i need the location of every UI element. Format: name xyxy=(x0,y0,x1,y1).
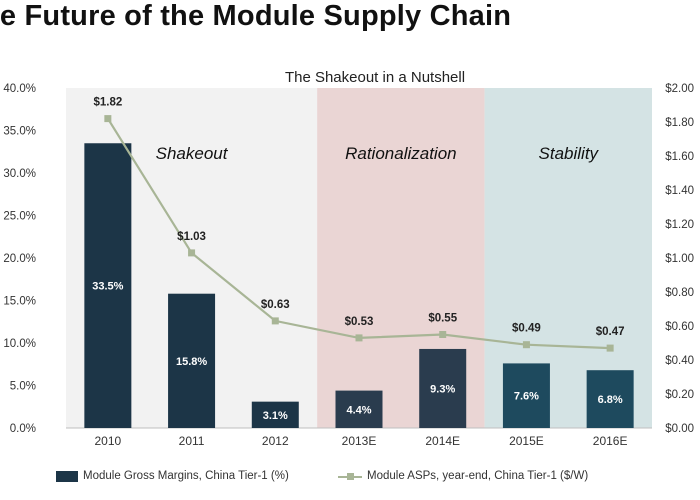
bar-margin xyxy=(84,143,132,428)
y-right-tick-label: $1.60 xyxy=(665,151,694,163)
x-tick-label: 2015E xyxy=(509,434,544,448)
y-right-tick-label: $0.20 xyxy=(665,389,694,401)
x-tick-label: 2012 xyxy=(262,434,289,448)
x-tick-label: 2016E xyxy=(593,434,628,448)
phase-label-0: Shakeout xyxy=(156,144,229,163)
phase-label-2: Stability xyxy=(539,144,600,163)
y-right-tick-label: $1.20 xyxy=(665,219,694,231)
y-left-tick-label: 20.0% xyxy=(3,253,36,265)
legend-label-margins: Module Gross Margins, China Tier-1 (%) xyxy=(83,470,289,482)
y-left-tick-label: 0.0% xyxy=(10,423,36,435)
asp-point xyxy=(188,249,196,257)
asp-point xyxy=(104,115,112,123)
legend-swatch-bar xyxy=(56,470,78,482)
y-right-tick-label: $1.40 xyxy=(665,185,694,197)
y-left-tick-label: 35.0% xyxy=(3,126,36,138)
bar-margin xyxy=(335,390,383,428)
legend-swatch-line xyxy=(338,471,362,482)
x-tick-label: 2013E xyxy=(342,434,377,448)
x-tick-label: 2014E xyxy=(425,434,460,448)
asp-data-label: $0.49 xyxy=(512,323,541,335)
bar-data-label: 7.6% xyxy=(514,391,539,403)
asp-data-label: $0.47 xyxy=(596,326,625,338)
asp-data-label: $1.03 xyxy=(177,231,206,243)
bar-margin xyxy=(586,370,634,428)
bar-data-label: 3.1% xyxy=(263,410,288,422)
page-title: he Future of the Module Supply Chain xyxy=(0,0,512,32)
legend-item-asp: Module ASPs, year-end, China Tier-1 ($/W… xyxy=(338,467,588,485)
bar-data-label: 33.5% xyxy=(92,281,123,293)
bar-margin xyxy=(251,401,299,428)
x-tick-label: 2010 xyxy=(95,434,122,448)
y-left-tick-label: 40.0% xyxy=(3,83,36,95)
asp-data-label: $1.82 xyxy=(93,97,122,109)
y-left-tick-label: 30.0% xyxy=(3,168,36,180)
y-right-tick-label: $0.40 xyxy=(665,355,694,367)
asp-data-label: $0.53 xyxy=(345,316,374,328)
y-left-tick-label: 10.0% xyxy=(3,338,36,350)
y-right-tick-label: $2.00 xyxy=(665,83,694,95)
bar-data-label: 6.8% xyxy=(598,394,623,406)
asp-point xyxy=(271,317,279,325)
legend-label-asp: Module ASPs, year-end, China Tier-1 ($/W… xyxy=(367,470,589,482)
asp-point xyxy=(522,341,530,349)
bar-data-label: 4.4% xyxy=(346,404,371,416)
asp-point xyxy=(606,344,614,352)
y-left-tick-label: 5.0% xyxy=(10,381,36,393)
y-right-tick-label: $0.60 xyxy=(665,321,694,333)
asp-data-label: $0.63 xyxy=(261,299,290,311)
y-right-tick-label: $1.80 xyxy=(665,117,694,129)
y-right-tick-label: $1.00 xyxy=(665,253,694,265)
y-right-tick-label: $0.00 xyxy=(665,423,694,435)
y-left-tick-label: 25.0% xyxy=(3,211,36,223)
phase-label-1: Rationalization xyxy=(345,144,457,163)
asp-data-label: $0.55 xyxy=(428,313,457,325)
bar-data-label: 15.8% xyxy=(176,356,207,368)
asp-point xyxy=(439,331,447,338)
bar-margin xyxy=(502,363,550,428)
chart-title: The Shakeout in a Nutshell xyxy=(285,69,465,86)
x-tick-label: 2011 xyxy=(179,434,205,448)
y-right-tick-label: $0.80 xyxy=(665,287,694,299)
asp-point xyxy=(355,334,363,342)
legend-item-margins: Module Gross Margins, China Tier-1 (%) xyxy=(56,467,289,485)
y-left-tick-label: 15.0% xyxy=(3,296,36,308)
bar-data-label: 9.3% xyxy=(430,383,455,395)
bar-margin xyxy=(419,348,467,428)
bar-margin xyxy=(168,293,216,428)
